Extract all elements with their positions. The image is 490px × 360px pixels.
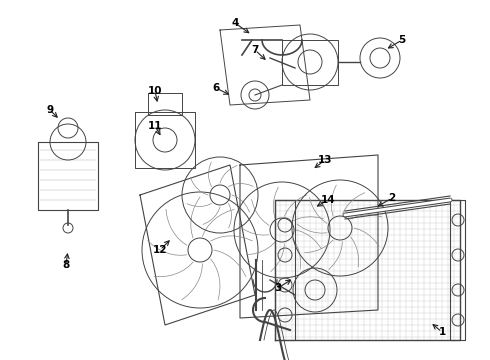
Text: 13: 13 — [318, 155, 332, 165]
Text: 3: 3 — [274, 283, 282, 293]
Text: 4: 4 — [231, 18, 239, 28]
Text: 8: 8 — [62, 260, 70, 270]
Text: 1: 1 — [439, 327, 445, 337]
Text: 2: 2 — [389, 193, 395, 203]
Text: 10: 10 — [148, 86, 162, 96]
Text: 11: 11 — [148, 121, 162, 131]
Text: 7: 7 — [251, 45, 259, 55]
Text: 12: 12 — [153, 245, 167, 255]
Text: 5: 5 — [398, 35, 406, 45]
Text: 14: 14 — [320, 195, 335, 205]
Text: 6: 6 — [212, 83, 220, 93]
Text: 9: 9 — [47, 105, 53, 115]
